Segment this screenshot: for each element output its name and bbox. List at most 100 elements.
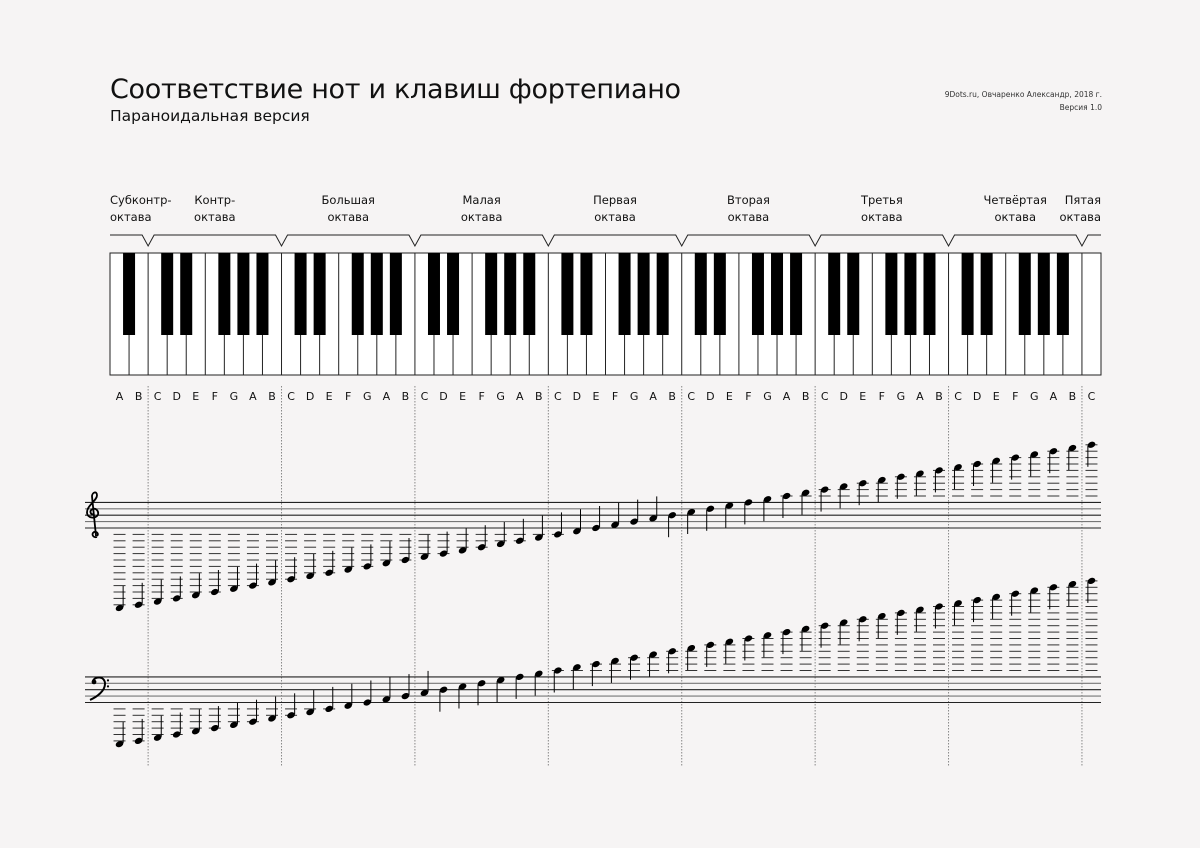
note-head	[706, 641, 715, 649]
note-head	[210, 724, 219, 732]
octave-label-line1: Субконтр-	[110, 193, 172, 207]
note-head	[382, 696, 391, 703]
octave-label-line1: Большая	[321, 193, 375, 207]
note-letter: E	[192, 390, 199, 403]
note-head	[592, 660, 600, 668]
black-key	[218, 253, 231, 335]
note-head	[687, 644, 696, 652]
note-letter: B	[802, 390, 810, 403]
note-head	[230, 721, 238, 729]
note-letter: G	[630, 390, 639, 403]
octave-label-line2: октава	[461, 210, 503, 224]
bass-clef-icon	[89, 676, 107, 701]
note-head	[954, 600, 962, 607]
black-key	[713, 253, 726, 335]
note-head	[878, 476, 886, 484]
note-head	[249, 718, 257, 725]
note-head	[1068, 580, 1077, 588]
note-letter: A	[649, 390, 657, 403]
note-head	[172, 595, 181, 602]
note-letter: B	[535, 390, 543, 403]
note-head	[401, 556, 410, 564]
note-head	[534, 534, 543, 541]
black-key	[180, 253, 193, 335]
note-head	[134, 737, 143, 745]
note-head	[897, 473, 905, 480]
octave-label-line1: Первая	[593, 193, 637, 207]
note-head	[630, 518, 638, 525]
note-head	[191, 592, 200, 599]
black-key	[618, 253, 631, 335]
octave-brackets	[110, 234, 1101, 248]
note-head	[382, 560, 391, 567]
note-head	[839, 483, 848, 490]
note-head	[477, 680, 486, 687]
note-head	[763, 632, 772, 639]
note-head	[458, 547, 467, 554]
page-title: Соответствие нот и клавиш фортепиано	[110, 74, 681, 105]
black-key	[1018, 253, 1031, 335]
note-head	[1011, 454, 1020, 461]
bass-staff	[85, 577, 1101, 748]
note-head	[287, 576, 295, 583]
black-key	[980, 253, 993, 335]
note-head	[287, 712, 295, 719]
note-head	[782, 492, 791, 500]
note-head	[153, 598, 162, 605]
note-head	[268, 579, 276, 586]
note-head	[782, 628, 791, 636]
note-head	[306, 708, 314, 716]
note-letter: F	[345, 390, 351, 403]
note-head	[573, 528, 581, 535]
black-key	[694, 253, 707, 335]
credit-block: 9Dots.ru, Овчаренко Александр, 2018 г. В…	[945, 88, 1102, 114]
octave-label-line2: октава	[594, 210, 636, 224]
note-head	[725, 638, 734, 645]
note-head	[725, 502, 734, 509]
note-head	[496, 540, 505, 548]
note-head	[115, 604, 124, 612]
note-letter: G	[1030, 390, 1039, 403]
note-head	[401, 692, 410, 700]
black-key	[389, 253, 402, 335]
note-letter: B	[935, 390, 943, 403]
note-head	[630, 654, 638, 661]
black-key	[313, 253, 326, 335]
black-key	[427, 253, 440, 335]
black-key	[828, 253, 841, 335]
note-head	[858, 616, 867, 623]
note-head	[1030, 451, 1039, 458]
note-head	[439, 686, 448, 693]
black-key	[123, 253, 136, 335]
note-head	[515, 537, 524, 544]
note-head	[153, 734, 162, 741]
black-key	[237, 253, 250, 335]
note-letter: E	[326, 390, 333, 403]
note-head	[1049, 448, 1058, 455]
note-head	[668, 512, 677, 519]
note-head	[306, 572, 314, 580]
note-head	[420, 689, 429, 697]
note-head	[1087, 441, 1096, 448]
author-credit: 9Dots.ru, Овчаренко Александр, 2018 г.	[944, 90, 1102, 99]
black-key	[885, 253, 898, 335]
note-head	[935, 467, 943, 474]
note-letter: D	[706, 390, 714, 403]
black-key	[161, 253, 174, 335]
note-head	[325, 705, 333, 713]
black-key	[523, 253, 536, 335]
note-letter: E	[459, 390, 466, 403]
note-letter: C	[421, 390, 429, 403]
note-head	[363, 563, 372, 570]
note-letter: D	[973, 390, 981, 403]
note-head	[744, 635, 753, 642]
treble-clef-icon	[86, 491, 100, 539]
black-key	[847, 253, 860, 335]
octave-bracket-line	[110, 234, 1101, 248]
bass-clef-dot	[106, 685, 110, 688]
note-head	[763, 496, 772, 503]
black-key	[656, 253, 669, 335]
note-letter: A	[916, 390, 924, 403]
note-letter: C	[287, 390, 295, 403]
